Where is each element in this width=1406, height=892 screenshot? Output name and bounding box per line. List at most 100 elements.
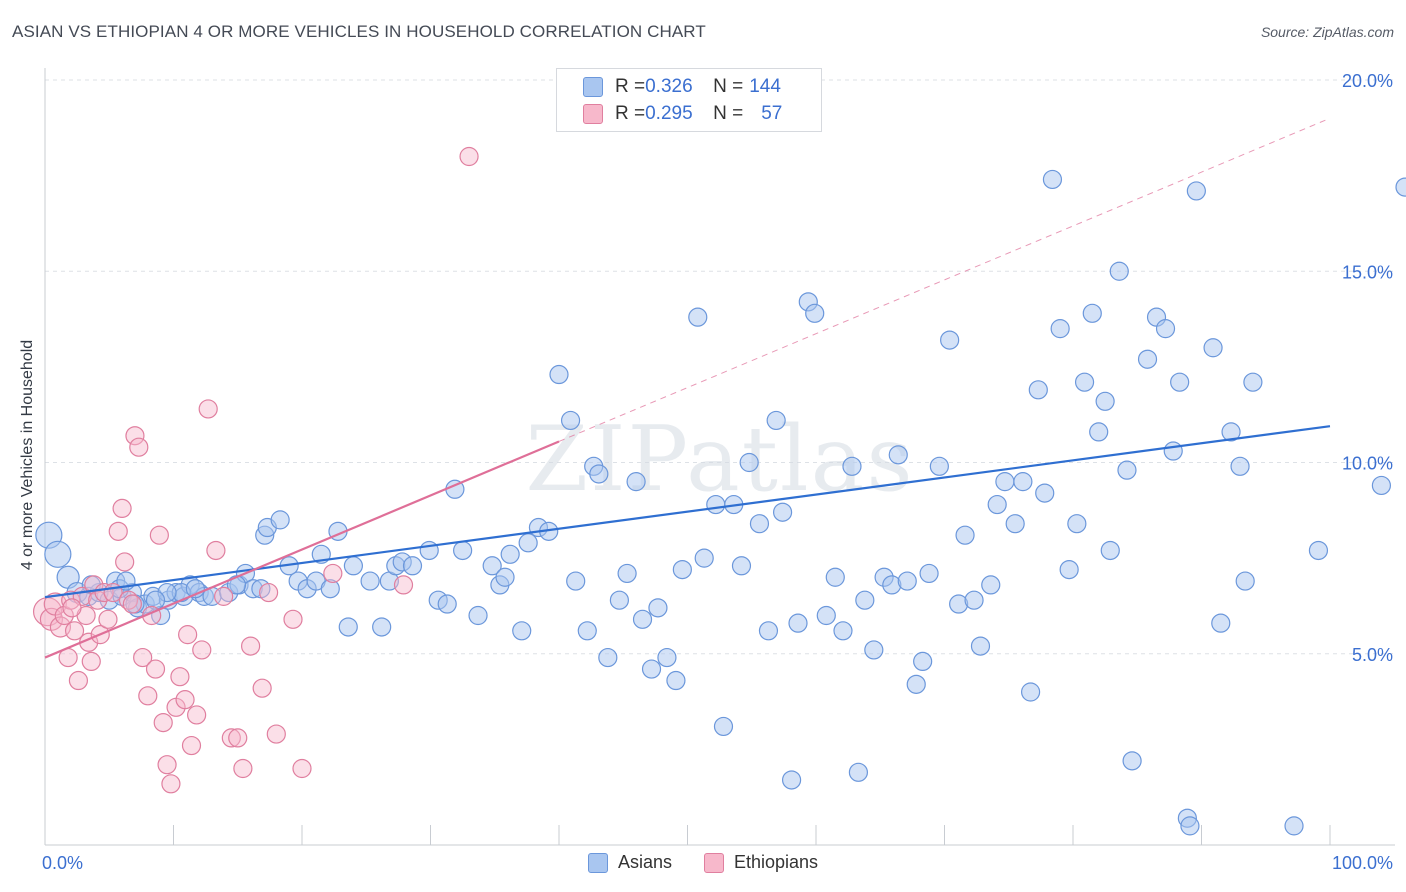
- asian-point: [1180, 816, 1200, 836]
- ethiopian-point: [266, 724, 286, 744]
- asian-point: [964, 590, 984, 610]
- asian-point: [1095, 391, 1115, 411]
- legend-swatch-ethiopians: [583, 104, 603, 124]
- ethiopian-point: [153, 712, 173, 733]
- asian-point: [145, 590, 166, 610]
- asian-point: [1243, 372, 1263, 392]
- asian-point: [1155, 319, 1176, 339]
- asian-point: [1137, 349, 1158, 369]
- asian-point: [402, 556, 423, 576]
- asian-point: [672, 559, 692, 580]
- ethiopian-point: [149, 525, 169, 545]
- asian-point: [781, 770, 802, 790]
- asian-point: [995, 472, 1015, 492]
- asian-point: [731, 556, 752, 576]
- asian-point: [1074, 372, 1095, 392]
- ethiopian-point: [129, 437, 149, 457]
- ethiopian-point: [145, 659, 166, 679]
- x-tick-label: 0.0%: [42, 853, 83, 873]
- ethiopian-point: [178, 625, 198, 645]
- asian-point: [805, 303, 825, 323]
- ethiopian-point: [81, 651, 101, 672]
- asian-point: [688, 307, 708, 327]
- legend-item-asians[interactable]: Asians: [587, 852, 672, 873]
- legend-r-label: R =: [615, 103, 646, 124]
- y-tick-label: 10.0%: [1342, 454, 1393, 474]
- legend-r-value: 0.326: [645, 76, 693, 97]
- asian-point: [955, 525, 975, 545]
- asian-point: [577, 621, 597, 641]
- asian-point: [566, 571, 586, 591]
- ethiopian-point: [233, 758, 253, 779]
- asian-point: [1067, 514, 1087, 534]
- asian-point: [320, 579, 340, 599]
- ethiopian-point: [125, 426, 145, 446]
- asian-point: [1082, 303, 1102, 323]
- ethiopian-point: [108, 521, 128, 541]
- asian-point: [1308, 540, 1329, 561]
- asian-point: [1050, 319, 1070, 339]
- ethiopian-point: [198, 399, 218, 419]
- asian-point: [1211, 613, 1231, 633]
- ethiopian-point: [112, 498, 132, 518]
- ethiopian-point: [214, 586, 234, 606]
- asian-point: [1203, 338, 1223, 358]
- ethiopian-point: [115, 552, 135, 572]
- asian-point: [816, 605, 836, 626]
- asian-point: [706, 494, 726, 515]
- asian-point: [1371, 475, 1392, 496]
- asian-point: [453, 540, 473, 561]
- legend-n-label: N =: [713, 76, 744, 97]
- legend-n-value: 144: [749, 76, 781, 97]
- asian-point: [1035, 483, 1055, 503]
- ethiopian-point: [258, 582, 279, 603]
- ethiopian-point: [62, 598, 82, 618]
- legend-r-label: R =: [615, 76, 646, 97]
- ethiopian-point: [118, 590, 139, 610]
- ethiopian-point: [252, 678, 272, 698]
- asian-point: [549, 364, 569, 385]
- asian-point: [482, 556, 502, 576]
- legend-item-ethiopians[interactable]: Ethiopians: [703, 852, 819, 873]
- y-tick-label: 5.0%: [1352, 645, 1393, 665]
- asian-point: [560, 410, 581, 431]
- asian-point: [772, 502, 793, 522]
- legend-r-value: 0.295: [645, 103, 693, 124]
- asian-point: [1235, 571, 1255, 591]
- asian-point: [641, 659, 662, 679]
- asian-point: [848, 762, 869, 782]
- axes: [44, 68, 1395, 846]
- ethiopian-trend-extension: [558, 117, 1331, 442]
- asian-point: [1122, 751, 1142, 771]
- asian-point: [739, 452, 759, 473]
- asian-point: [855, 590, 875, 610]
- asian-point: [1013, 472, 1033, 492]
- asian-point: [1089, 422, 1109, 442]
- asian-point: [864, 640, 884, 660]
- asian-point: [833, 621, 853, 641]
- asian-point: [1284, 816, 1304, 836]
- y-tick-label: 20.0%: [1342, 71, 1393, 91]
- asian-point: [929, 456, 949, 476]
- asian-point: [913, 651, 933, 672]
- ethiopian-points: [32, 146, 479, 794]
- ethiopian-point: [64, 621, 85, 641]
- asian-point: [970, 636, 991, 656]
- asian-point: [270, 510, 290, 530]
- asian-point: [981, 575, 1001, 595]
- asian-point: [940, 330, 960, 350]
- ethiopian-point: [170, 667, 190, 687]
- legend-n-label: N =: [713, 103, 744, 124]
- asian-point: [437, 594, 457, 614]
- ethiopian-point: [292, 758, 312, 779]
- asian-point: [589, 464, 609, 484]
- asian-point: [766, 410, 786, 431]
- ethiopian-point: [323, 563, 343, 584]
- legend-row-asians: R = 0.326 N = 144: [583, 75, 781, 99]
- asian-point: [1117, 460, 1137, 480]
- legend-label-ethiopians: Ethiopians: [733, 852, 819, 872]
- ethiopian-point: [459, 146, 479, 167]
- asian-point: [1028, 380, 1048, 400]
- asian-point: [1020, 682, 1041, 702]
- asian-point: [495, 567, 515, 587]
